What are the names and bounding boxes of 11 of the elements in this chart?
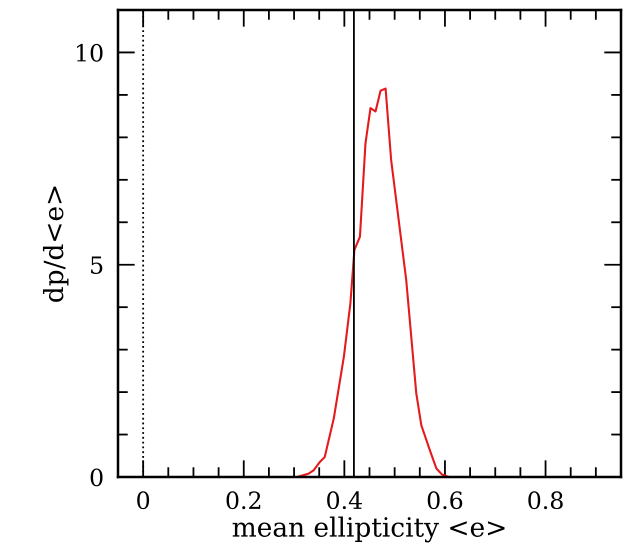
x-tick-label: 0.4 <box>327 491 362 510</box>
x-axis-title: mean ellipticity <e> <box>232 516 504 542</box>
line-series <box>296 87 450 477</box>
y-axis-title: dp/d<e> <box>42 186 69 302</box>
x-tick-label: 0 <box>137 491 150 510</box>
x-tick-label: 0.2 <box>226 491 260 510</box>
y-tick-label: 10 <box>76 44 103 62</box>
y-tick-label: 5 <box>91 256 102 274</box>
x-tick-label: 0.8 <box>528 491 563 510</box>
x-tick-label: 0.6 <box>428 491 462 510</box>
y-tick-label: 0 <box>90 468 103 486</box>
